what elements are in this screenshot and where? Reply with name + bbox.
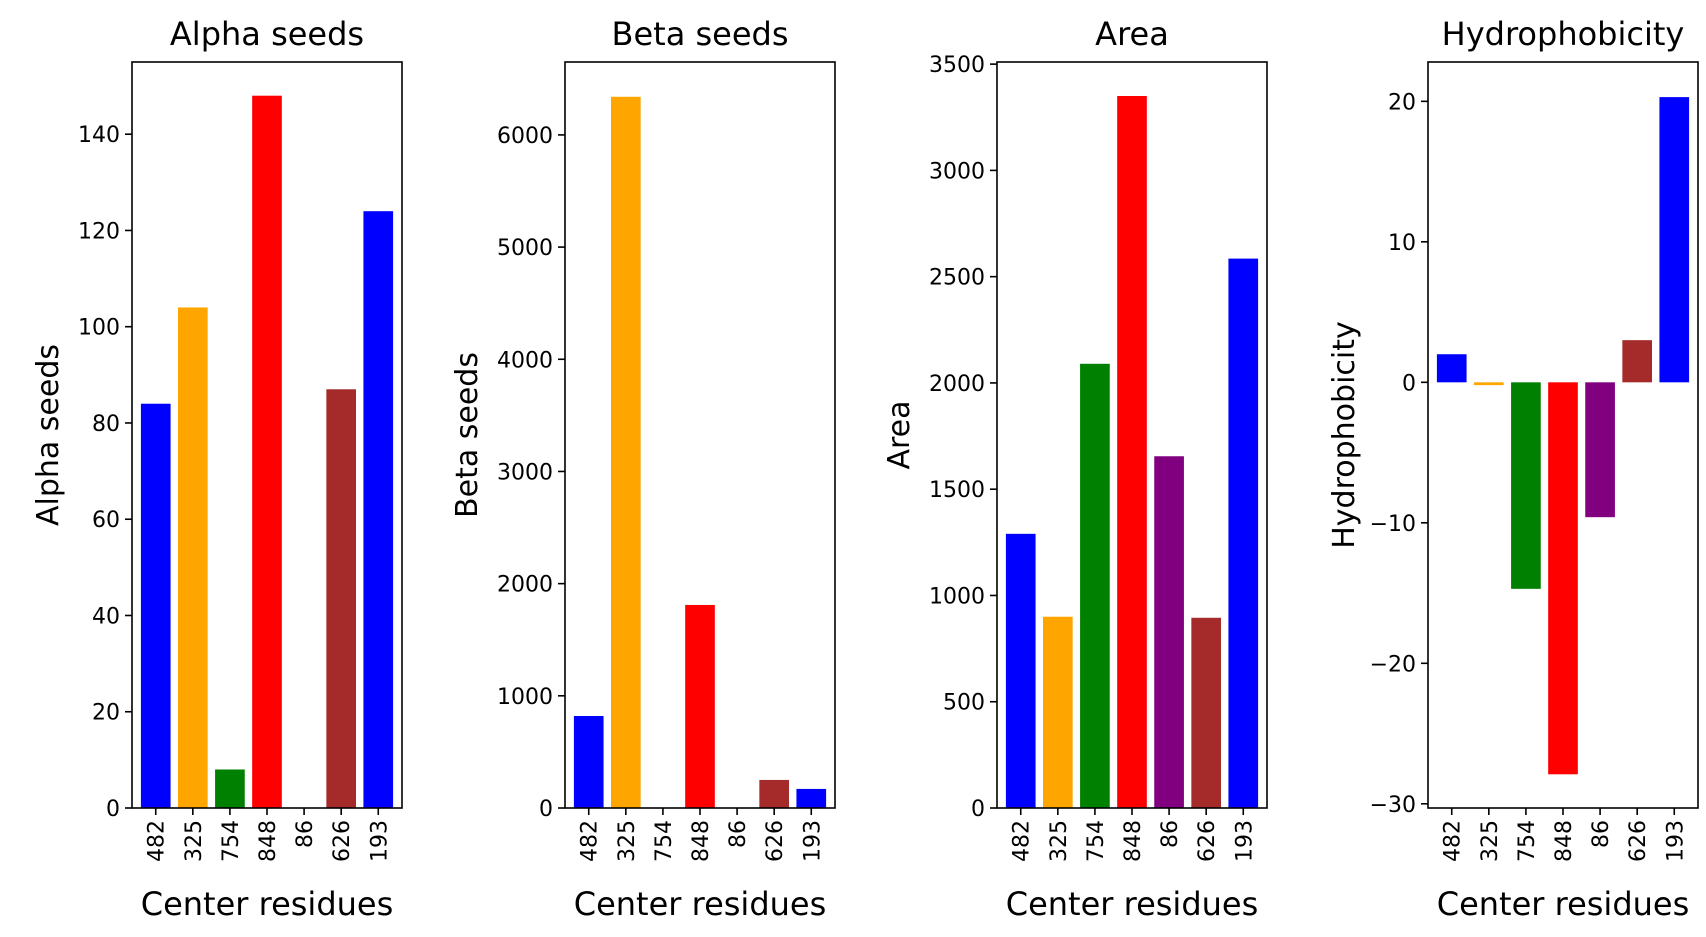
x-tick-label: 626 xyxy=(1195,820,1220,862)
x-tick-label: 193 xyxy=(367,820,392,862)
y-tick-label: 20 xyxy=(1388,90,1416,115)
y-tick-label: 3000 xyxy=(929,159,985,184)
bar-482 xyxy=(573,716,604,808)
x-axis-label: Center residues xyxy=(1006,885,1259,923)
y-axis-label: Hydrophobicity xyxy=(1327,321,1362,549)
x-tick-label: 482 xyxy=(145,820,170,862)
x-tick-label: 848 xyxy=(689,820,714,862)
x-tick-label: 848 xyxy=(1552,820,1577,862)
y-axis-label: Area xyxy=(882,400,917,469)
bar-193 xyxy=(363,211,394,808)
y-tick-label: 100 xyxy=(78,316,120,341)
y-tick-label: 1000 xyxy=(497,685,553,710)
x-tick-label: 193 xyxy=(1663,820,1688,862)
subplot-3: 0 500 1000 1500 2000 2500 3000 3500 482 325 754 848… xyxy=(882,15,1268,923)
chart-title: Alpha seeds xyxy=(170,15,364,53)
y-tick-label: 2000 xyxy=(929,372,985,397)
x-tick-label: 754 xyxy=(1084,820,1109,862)
y-tick-label: 5000 xyxy=(497,236,553,261)
bar-482 xyxy=(1436,354,1467,383)
y-tick-label: 1000 xyxy=(929,584,985,609)
x-tick-label: 848 xyxy=(256,820,281,862)
x-tick-label: 86 xyxy=(726,820,751,848)
bar-626 xyxy=(326,389,357,808)
chart-title: Beta seeds xyxy=(612,15,789,53)
y-tick-label: 80 xyxy=(92,412,120,437)
x-tick-label: 754 xyxy=(1515,820,1540,862)
bar-626 xyxy=(1191,617,1222,808)
y-tick-label: 1500 xyxy=(929,478,985,503)
bar-193 xyxy=(1659,97,1690,383)
y-tick-label: 2000 xyxy=(497,573,553,598)
bar-193 xyxy=(796,788,827,808)
chart-title: Area xyxy=(1095,15,1169,53)
y-tick-label: 0 xyxy=(971,797,985,822)
x-tick-label: 193 xyxy=(1232,820,1257,862)
y-tick-label: 3500 xyxy=(929,53,985,78)
y-tick-label: 6000 xyxy=(497,124,553,149)
x-tick-label: 325 xyxy=(1478,820,1503,862)
bar-193 xyxy=(1228,258,1259,808)
y-tick-label: 4000 xyxy=(497,348,553,373)
bar-86 xyxy=(1154,456,1184,808)
x-tick-label: 482 xyxy=(578,820,603,862)
y-tick-label: −10 xyxy=(1370,512,1416,537)
bar-848 xyxy=(1117,96,1147,809)
x-tick-label: 325 xyxy=(182,820,207,862)
x-tick-label: 482 xyxy=(1010,820,1035,862)
bar-482 xyxy=(1005,533,1036,808)
x-tick-label: 193 xyxy=(800,820,825,862)
y-tick-label: 40 xyxy=(92,604,120,629)
y-tick-label: 0 xyxy=(106,797,120,822)
bar-848 xyxy=(1548,382,1578,775)
x-tick-label: 626 xyxy=(330,820,355,862)
x-tick-label: 86 xyxy=(1158,820,1183,848)
y-tick-label: −30 xyxy=(1370,793,1416,818)
bar-754 xyxy=(1080,363,1110,808)
x-tick-label: 325 xyxy=(615,820,640,862)
subplot-2: 0 1000 2000 3000 4000 5000 6000 482 325 754 848 86 6… xyxy=(450,15,836,923)
bar-754 xyxy=(215,769,245,808)
bar-848 xyxy=(685,604,715,808)
x-axis-label: Center residues xyxy=(574,885,827,923)
bar-848 xyxy=(252,95,282,809)
bar-754 xyxy=(1511,382,1541,589)
bar-482 xyxy=(140,403,171,808)
bar-325 xyxy=(610,96,641,808)
x-tick-label: 754 xyxy=(652,820,677,862)
y-tick-label: −20 xyxy=(1370,652,1416,677)
x-tick-label: 626 xyxy=(763,820,788,862)
x-axis-label: Center residues xyxy=(1437,885,1690,923)
x-tick-label: 754 xyxy=(219,820,244,862)
subplot-1: 0 20 40 60 80 100 120 140 482 325 754 848 86 626 193 Al… xyxy=(31,15,403,923)
y-axis-label: Beta seeds xyxy=(450,352,485,518)
y-tick-label: 2500 xyxy=(929,266,985,291)
y-tick-label: 10 xyxy=(1388,231,1416,256)
bar-325 xyxy=(177,307,208,808)
bar-325 xyxy=(1473,382,1504,386)
x-tick-label: 482 xyxy=(1441,820,1466,862)
y-tick-label: 0 xyxy=(1402,371,1416,396)
bar-626 xyxy=(1622,340,1653,383)
y-tick-label: 140 xyxy=(78,123,120,148)
x-tick-label: 325 xyxy=(1047,820,1072,862)
y-tick-label: 3000 xyxy=(497,460,553,485)
y-tick-label: 0 xyxy=(539,797,553,822)
chart-title: Hydrophobicity xyxy=(1442,15,1685,53)
subplot-4: −30 −20 −10 0 10 20 482 325 754 848 86 626 193 Hydrop… xyxy=(1327,15,1699,923)
bar-325 xyxy=(1042,616,1073,808)
y-axis-label: Alpha seeds xyxy=(31,344,66,526)
x-tick-label: 848 xyxy=(1121,820,1146,862)
bar-626 xyxy=(759,779,790,808)
y-tick-label: 500 xyxy=(943,691,985,716)
y-tick-label: 120 xyxy=(78,219,120,244)
x-axis-label: Center residues xyxy=(141,885,394,923)
x-tick-label: 86 xyxy=(293,820,318,848)
x-tick-label: 86 xyxy=(1589,820,1614,848)
bar-86 xyxy=(1585,382,1615,518)
y-tick-label: 20 xyxy=(92,701,120,726)
x-tick-label: 626 xyxy=(1626,820,1651,862)
y-tick-label: 60 xyxy=(92,508,120,533)
